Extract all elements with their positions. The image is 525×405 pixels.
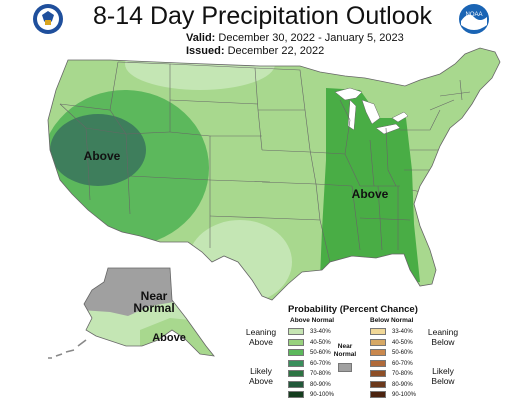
above-normal-swatch (288, 349, 304, 356)
above-normal-row: 80-90% (288, 380, 348, 389)
below-normal-range-label: 60-70% (392, 360, 413, 367)
below-normal-range-label: 80-90% (392, 381, 413, 388)
below-normal-row: 90-100% (370, 391, 430, 399)
near-normal-swatch (338, 363, 352, 372)
west-above-60 (50, 114, 146, 186)
above-normal-row: 33-40% (288, 328, 348, 336)
aleutian-islands (48, 339, 87, 359)
leaning-above-label: Leaning Above (245, 327, 277, 347)
above-normal-swatch (288, 328, 304, 335)
above-normal-swatch (288, 359, 304, 367)
page-title: 8-14 Day Precipitation Outlook (92, 2, 433, 30)
near-normal-label: Near Normal (333, 343, 357, 358)
below-normal-swatch (370, 338, 386, 346)
below-normal-row: 50-60% (370, 349, 430, 357)
west-above-label: Above (83, 149, 121, 163)
above-normal-row: 50-60% (288, 349, 348, 357)
department-of-commerce-seal-icon (33, 4, 63, 34)
east-above-50 (320, 88, 420, 290)
below-normal-swatch (370, 359, 386, 367)
east-above-label: Above (351, 187, 389, 201)
below-normal-row: 70-80% (370, 370, 430, 378)
noaa-logo-text: NOAA (465, 12, 482, 18)
above-normal-range-label: 33-40% (310, 329, 331, 335)
above-normal-swatch (288, 380, 304, 388)
above-normal-row: 60-70% (288, 359, 348, 368)
above-normal-swatch (288, 338, 304, 346)
above-normal-range-label: 90-100% (310, 392, 335, 398)
conus-region (47, 47, 501, 301)
below-normal-row: 33-40% (370, 328, 430, 336)
issued-date: Issued: December 22, 2022 (186, 45, 324, 57)
likely-above-label: Likely Above (248, 366, 274, 386)
above-normal-range-label: 80-90% (310, 381, 331, 388)
legend: Probability (Percent Chance) Above Norma… (238, 301, 525, 405)
noaa-logo-icon: NOAA (459, 4, 489, 34)
valid-dates: Valid: December 30, 2022 - January 5, 20… (186, 32, 404, 44)
above-normal-header: Above Normal (290, 317, 335, 324)
alaska-near-normal-label: Near Normal (133, 289, 175, 315)
issued-value: December 22, 2022 (227, 45, 325, 57)
below-normal-range-label: 40-50% (392, 339, 413, 346)
below-normal-swatch (370, 370, 386, 377)
below-normal-range-label: 70-80% (392, 371, 413, 377)
likely-below-label: Likely Below (431, 366, 455, 386)
issued-label: Issued: (186, 45, 225, 57)
above-normal-swatch (288, 370, 304, 377)
below-normal-swatch (370, 349, 386, 356)
above-normal-row: 70-80% (288, 370, 348, 378)
below-normal-range-label: 33-40% (392, 329, 413, 335)
leaning-below-label: Leaning Below (427, 327, 459, 347)
alaska-above-label: Above (152, 332, 186, 344)
below-normal-row: 40-50% (370, 338, 430, 347)
valid-value: December 30, 2022 - January 5, 2023 (218, 32, 404, 44)
below-normal-swatch (370, 391, 386, 398)
below-normal-range-label: 90-100% (392, 392, 417, 398)
legend-title: Probability (Percent Chance) (288, 304, 418, 315)
texas-light-area (188, 220, 292, 300)
above-normal-range-label: 40-50% (310, 339, 331, 346)
below-normal-swatch (370, 380, 386, 388)
below-normal-swatch (370, 328, 386, 335)
above-normal-range-label: 50-60% (310, 350, 331, 356)
above-normal-row: 90-100% (288, 391, 348, 399)
below-normal-header: Below Normal (370, 317, 414, 324)
great-lakes (334, 87, 409, 135)
below-normal-range-label: 50-60% (392, 350, 413, 356)
above-normal-range-label: 70-80% (310, 371, 331, 377)
below-normal-row: 80-90% (370, 380, 430, 389)
below-normal-row: 60-70% (370, 359, 430, 368)
above-normal-row: 40-50% (288, 338, 348, 347)
above-normal-range-label: 60-70% (310, 360, 331, 367)
valid-label: Valid: (186, 32, 216, 44)
above-normal-swatch (288, 391, 304, 398)
